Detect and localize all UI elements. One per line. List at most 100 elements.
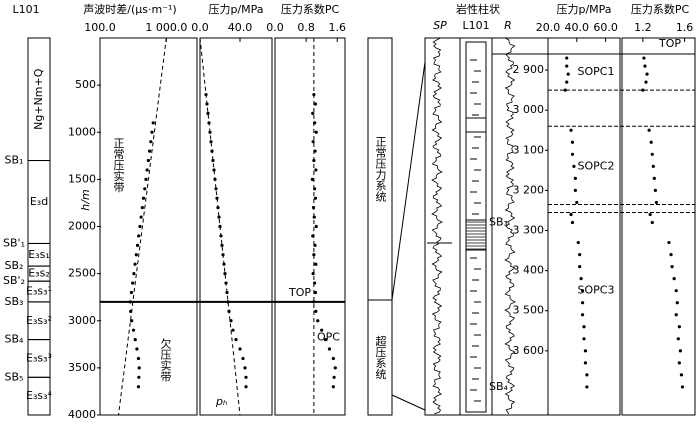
panel-frame xyxy=(199,37,273,416)
data-point xyxy=(680,385,685,389)
panel-frame xyxy=(99,37,198,416)
depth-tick-label: 3 500 xyxy=(513,304,545,317)
litho-well: L101 xyxy=(462,19,489,32)
annotation: OPC xyxy=(317,331,340,344)
x-tick-label: 0.0 xyxy=(266,21,284,34)
data-point xyxy=(570,152,575,156)
data-point xyxy=(677,325,681,329)
data-point xyxy=(643,64,647,68)
data-point xyxy=(572,164,576,168)
data-point xyxy=(570,140,575,144)
data-point xyxy=(214,187,218,191)
data-point xyxy=(582,337,586,341)
data-point xyxy=(332,375,336,379)
data-point xyxy=(580,313,585,317)
data-point xyxy=(654,200,659,205)
data-point xyxy=(141,196,146,200)
sequence-boundary: SB₃ xyxy=(5,295,24,308)
annotation: 欠压实带 xyxy=(159,337,172,383)
system-label: 正常压力系统 xyxy=(374,136,387,202)
strat-unit-label: E₃s₂ xyxy=(28,267,50,280)
data-point xyxy=(136,385,141,389)
x-tick-label: 1.6 xyxy=(328,21,346,34)
data-point xyxy=(641,88,645,92)
x-tick-label: 1.2 xyxy=(634,21,652,34)
data-point xyxy=(672,277,676,281)
zone-label: SOPC1 xyxy=(578,65,615,78)
depth-tick-label: 2500 xyxy=(68,267,96,280)
x-tick-label: 100.0 xyxy=(84,21,116,34)
data-point xyxy=(137,375,141,379)
data-point xyxy=(565,56,569,60)
data-point xyxy=(241,356,245,361)
data-point xyxy=(151,121,155,125)
connector xyxy=(391,61,426,301)
data-point xyxy=(314,224,318,229)
sp-label: SP xyxy=(433,19,447,32)
data-point xyxy=(649,140,653,144)
data-point xyxy=(327,347,332,351)
data-point xyxy=(310,177,314,181)
depth-tick-label: 3 100 xyxy=(513,143,545,156)
data-point xyxy=(669,252,673,257)
data-point xyxy=(679,373,684,377)
data-point xyxy=(570,220,575,225)
data-point xyxy=(670,265,674,269)
data-point xyxy=(314,168,318,172)
data-point xyxy=(312,253,316,257)
depth-tick-label: 2 900 xyxy=(513,63,545,76)
data-point xyxy=(675,301,679,305)
litho-bed xyxy=(465,219,487,251)
r-label: R xyxy=(504,19,512,32)
sequence-boundary: SB₄ xyxy=(5,333,25,346)
data-point xyxy=(642,56,646,60)
data-point xyxy=(578,252,582,257)
data-point xyxy=(331,356,335,361)
zone-label: SOPC3 xyxy=(578,284,615,297)
data-point xyxy=(129,290,134,295)
data-point xyxy=(652,176,656,180)
data-point xyxy=(137,234,141,238)
data-point xyxy=(316,319,320,323)
panel-title: 压力系数PC xyxy=(281,3,340,16)
data-point xyxy=(333,366,337,370)
data-point xyxy=(231,328,235,332)
data-point xyxy=(149,140,153,144)
trend-label: pₕ xyxy=(215,395,227,408)
data-point xyxy=(147,149,152,153)
data-point xyxy=(212,168,216,172)
data-point xyxy=(651,164,655,168)
depth-tick-label: 3500 xyxy=(68,361,96,374)
data-point xyxy=(582,325,586,329)
data-point xyxy=(583,361,588,365)
data-point xyxy=(133,262,137,266)
data-point xyxy=(569,128,573,132)
x-tick-label: 60.0 xyxy=(593,21,618,34)
data-point xyxy=(678,349,683,353)
data-point xyxy=(145,168,149,172)
system-box xyxy=(367,299,393,416)
sp-curve xyxy=(431,37,443,415)
data-point xyxy=(314,309,318,313)
data-point xyxy=(243,366,247,370)
data-point xyxy=(573,176,577,180)
data-point xyxy=(580,289,585,293)
data-point xyxy=(132,272,136,276)
litho-title: 岩性柱状 xyxy=(456,2,500,16)
data-point xyxy=(653,188,657,193)
sequence-boundary: SB₃ xyxy=(489,215,508,228)
data-point xyxy=(130,319,134,323)
data-point xyxy=(565,64,569,68)
connector xyxy=(391,394,426,411)
depth-tick-label: 4000 xyxy=(68,408,96,421)
data-point xyxy=(644,80,648,84)
data-point xyxy=(238,347,242,351)
trend-line xyxy=(117,37,167,416)
data-point xyxy=(140,206,144,210)
system-label: 超压系统 xyxy=(374,334,387,379)
data-point xyxy=(650,152,654,156)
depth-tick-label: 3 600 xyxy=(513,344,545,357)
panel-title: 压力p/MPa xyxy=(208,3,263,16)
x-tick-label: 1.6 xyxy=(676,21,694,34)
